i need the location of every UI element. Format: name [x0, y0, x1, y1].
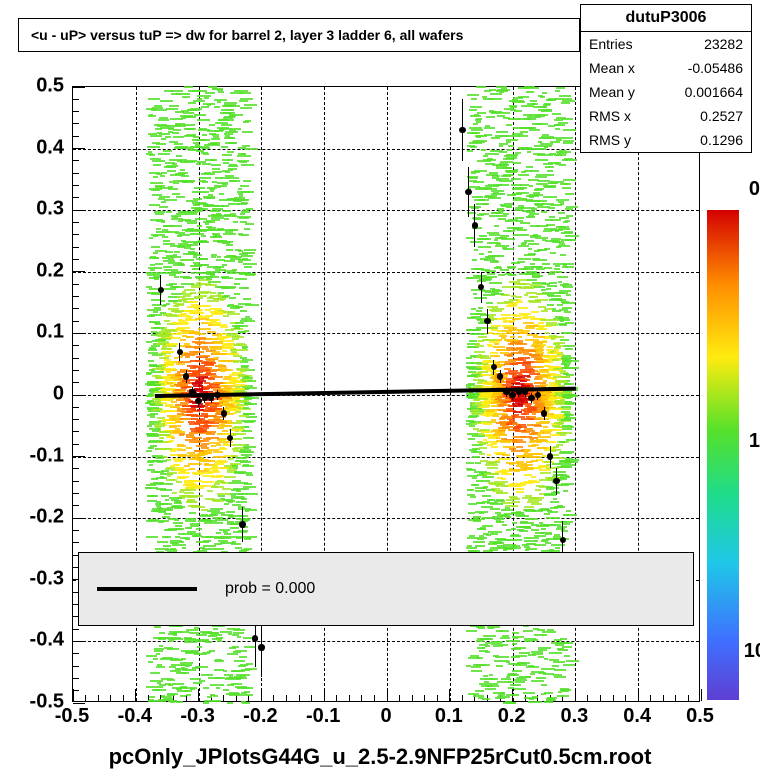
data-point [509, 392, 515, 398]
ytick-label: 0 [0, 383, 64, 406]
data-point [560, 537, 566, 543]
colorbar [707, 210, 739, 700]
xtick-label: 0.3 [560, 705, 588, 728]
stats-entries: Entries 23282 [581, 32, 751, 56]
stats-name: dutuP3006 [581, 5, 751, 32]
stats-label: Mean y [589, 84, 635, 100]
stats-label: RMS y [589, 132, 631, 148]
data-point [195, 398, 201, 404]
legend-line [97, 587, 197, 591]
stats-value: 23282 [704, 36, 743, 52]
data-point [541, 410, 547, 416]
data-point [177, 349, 183, 355]
xtick-label: -0.1 [306, 705, 340, 728]
xtick-label: -0.3 [180, 705, 214, 728]
ytick-label: -0.4 [0, 629, 64, 652]
stats-label: Mean x [589, 60, 635, 76]
file-label: pcOnly_JPlotsG44G_u_2.5-2.9NFP25rCut0.5c… [0, 744, 760, 770]
data-point [183, 373, 189, 379]
stats-rmsy: RMS y 0.1296 [581, 128, 751, 152]
ytick-label: 0.5 [0, 75, 64, 98]
data-point [484, 318, 490, 324]
ytick-label: -0.2 [0, 506, 64, 529]
xtick-label: -0.4 [118, 705, 152, 728]
data-point [472, 222, 478, 228]
ytick-label: 0.1 [0, 321, 64, 344]
stats-value: 0.001664 [685, 84, 743, 100]
stats-label: RMS x [589, 108, 631, 124]
xtick-label: 0.1 [435, 705, 463, 728]
colorbar-label-bottom: 10 [744, 640, 760, 663]
data-point [535, 392, 541, 398]
stats-value: 0.2527 [700, 108, 743, 124]
data-point [239, 521, 245, 527]
legend-box: prob = 0.000 [78, 552, 694, 626]
stats-label: Entries [589, 36, 633, 52]
data-point [221, 410, 227, 416]
ytick-label: 0.4 [0, 136, 64, 159]
stats-value: 0.1296 [700, 132, 743, 148]
stats-meany: Mean y 0.001664 [581, 80, 751, 104]
plot-area: prob = 0.000 [72, 86, 700, 702]
ytick-label: -0.1 [0, 444, 64, 467]
data-point [497, 373, 503, 379]
xtick-label: 0 [380, 705, 391, 728]
data-point [252, 635, 258, 641]
stats-box: dutuP3006 Entries 23282 Mean x -0.05486 … [580, 4, 752, 153]
ytick-label: 0.3 [0, 198, 64, 221]
xtick-label: 0.2 [498, 705, 526, 728]
xtick-label: -0.2 [243, 705, 277, 728]
plot-title: <u - uP> versus tuP => dw for barrel 2, … [18, 18, 580, 52]
xtick-label: -0.5 [55, 705, 89, 728]
xtick-label: 0.4 [623, 705, 651, 728]
stats-meanx: Mean x -0.05486 [581, 56, 751, 80]
data-point [459, 127, 465, 133]
colorbar-label-top: 0 [749, 178, 760, 201]
ytick-label: 0.2 [0, 259, 64, 282]
xtick-label: 0.5 [686, 705, 714, 728]
stats-rmsx: RMS x 0.2527 [581, 104, 751, 128]
data-point [258, 644, 264, 650]
colorbar-label-mid: 1 [749, 430, 760, 453]
stats-value: -0.05486 [688, 60, 743, 76]
data-point [528, 395, 534, 401]
legend-prob-label: prob = 0.000 [225, 580, 315, 598]
ytick-label: -0.3 [0, 567, 64, 590]
data-point [465, 189, 471, 195]
